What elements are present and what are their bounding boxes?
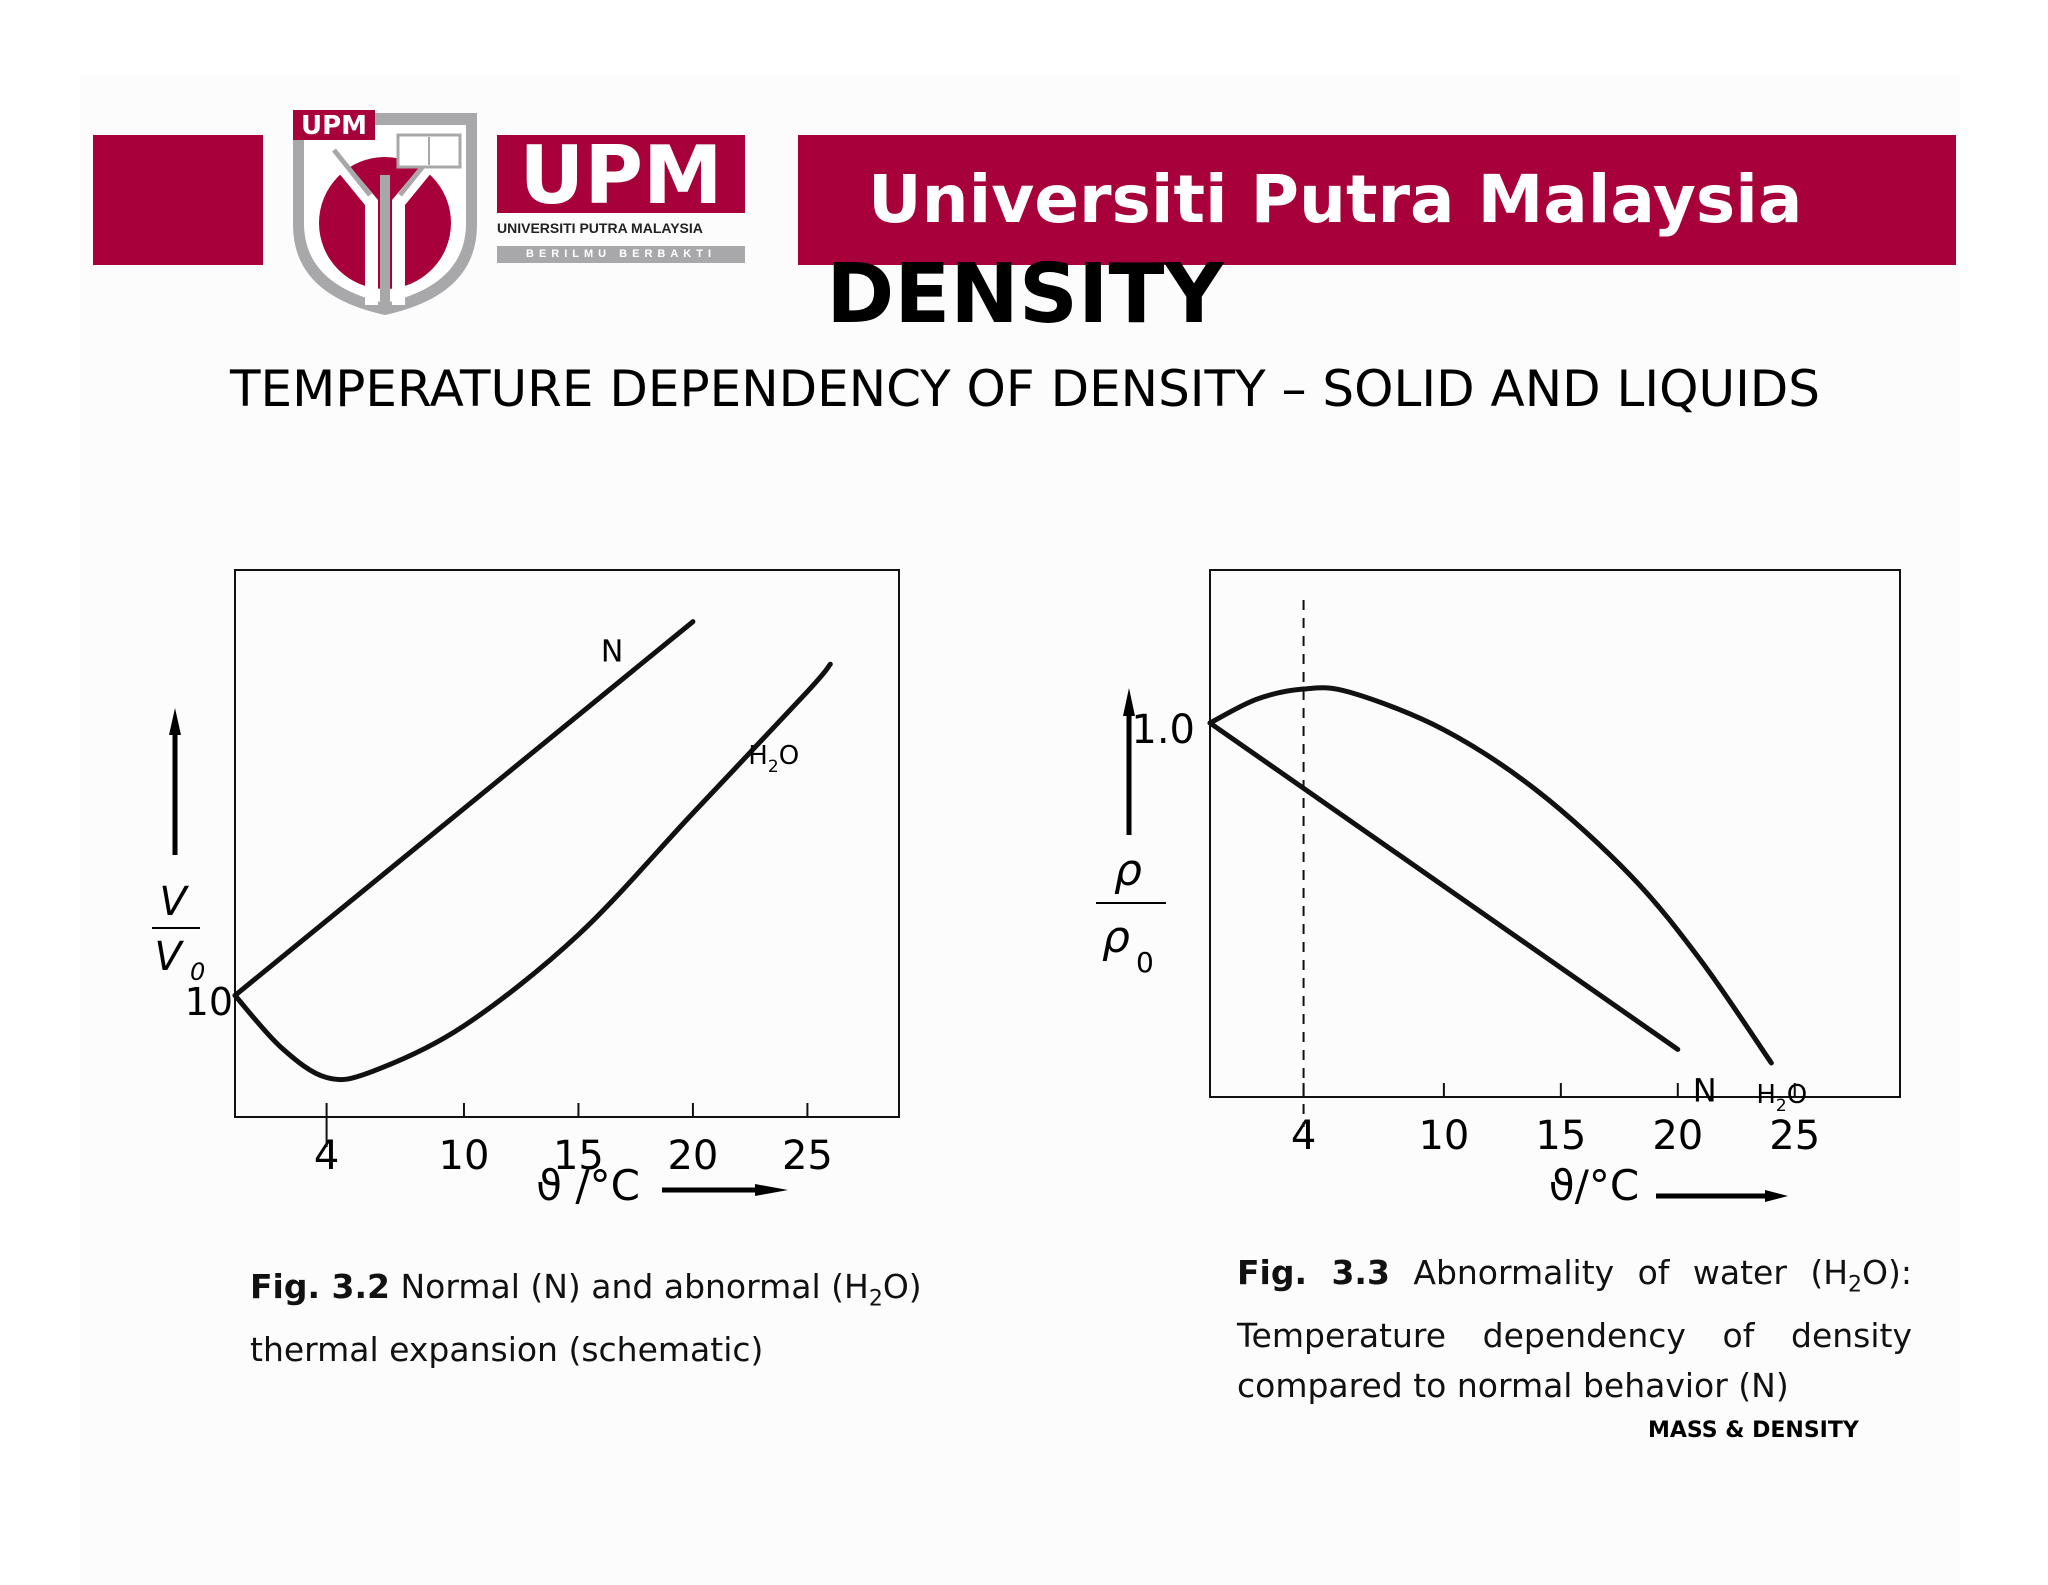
logo-subtitle: UNIVERSITI PUTRA MALAYSIA [497,220,703,236]
fig-3-2-text-b: O) thermal expansion (schematic) [250,1267,922,1369]
series-line-n [232,619,696,998]
x-tick-label: 4 [1291,1113,1316,1159]
fig-3-2-label: Fig. 3.2 [250,1267,390,1306]
upm-wordmark: UPM [497,135,745,213]
series-label-n: N [1693,1071,1717,1109]
fig-3-3-caption: Fig. 3.3 Abnormality of water (H2O): Tem… [1237,1248,1912,1411]
series-line-n [1207,720,1681,1052]
fig-3-3-label: Fig. 3.3 [1237,1253,1390,1292]
slide-title: DENSITY [826,247,1224,342]
x-tick-label: 20 [667,1133,718,1179]
crest-badge-text: UPM [301,111,367,141]
banner-right-bar [798,135,1956,265]
banner-left-bar [93,135,263,265]
x-tick-label: 15 [553,1133,604,1179]
y-label-denominator: ρ [1102,912,1130,963]
x-tick-label: 15 [1535,1113,1586,1159]
series-label-h2o: H2O [748,741,799,777]
y-axis-arrow-head [1123,688,1135,716]
fig-3-3-text-b: O): Temperature dependency of density co… [1237,1253,1912,1405]
fig-3-2-caption: Fig. 3.2 Normal (N) and abnormal (H2O) t… [250,1262,950,1375]
series-line-h2o [232,661,833,1083]
plot-frame [234,569,900,1118]
logo-motto: BERILMU BERBAKTI [497,246,745,263]
x-tick-label: 25 [782,1133,833,1179]
plot-frame [1209,569,1901,1098]
x-axis-arrow-head [1765,1190,1788,1202]
series-line-h2o [1207,685,1774,1066]
wordmark-text: UPM [519,135,722,213]
footer-label: MASS & DENSITY [1648,1418,1859,1443]
x-axis-label: ϑ /°C [536,1161,640,1210]
y-tick-label: 10 [185,980,233,1024]
x-tick-label: 25 [1769,1113,1820,1159]
x-axis-arrow-head [755,1184,788,1196]
x-tick-label: 10 [439,1133,490,1179]
fig-3-3-text-a: Abnormality of water (H [1389,1253,1849,1292]
y-label-numerator: V [159,879,189,925]
y-label-numerator: ρ [1114,845,1142,896]
upm-crest-logo: UPM [293,110,477,315]
y-label-denominator: V [154,934,184,980]
fig-3-3-chart: H2O N 4 10 15 20 25 1.0 ρ ρ 0 ϑ/°C [1096,569,1901,1210]
y-label-denominator-sub: 0 [190,958,205,986]
x-tick-label: 20 [1652,1113,1703,1159]
university-name: Universiti Putra Malaysia [868,161,1803,238]
fig-3-2-sub: 2 [868,1286,883,1312]
y-tick-label: 1.0 [1131,707,1195,753]
y-axis-arrow-head [169,708,181,735]
fig-3-3-sub: 2 [1848,1272,1863,1298]
fig-3-2-text-a: Normal (N) and abnormal (H [389,1267,869,1306]
slide-subtitle: TEMPERATURE DEPENDENCY OF DENSITY – SOLI… [229,360,1821,418]
y-label-denominator-sub: 0 [1136,946,1154,979]
x-tick-label: 10 [1418,1113,1469,1159]
slide-background [80,75,1960,1585]
series-label-n: N [601,635,623,670]
series-label-h2o: H2O [1756,1080,1807,1116]
x-axis-label: ϑ/°C [1549,1161,1639,1210]
